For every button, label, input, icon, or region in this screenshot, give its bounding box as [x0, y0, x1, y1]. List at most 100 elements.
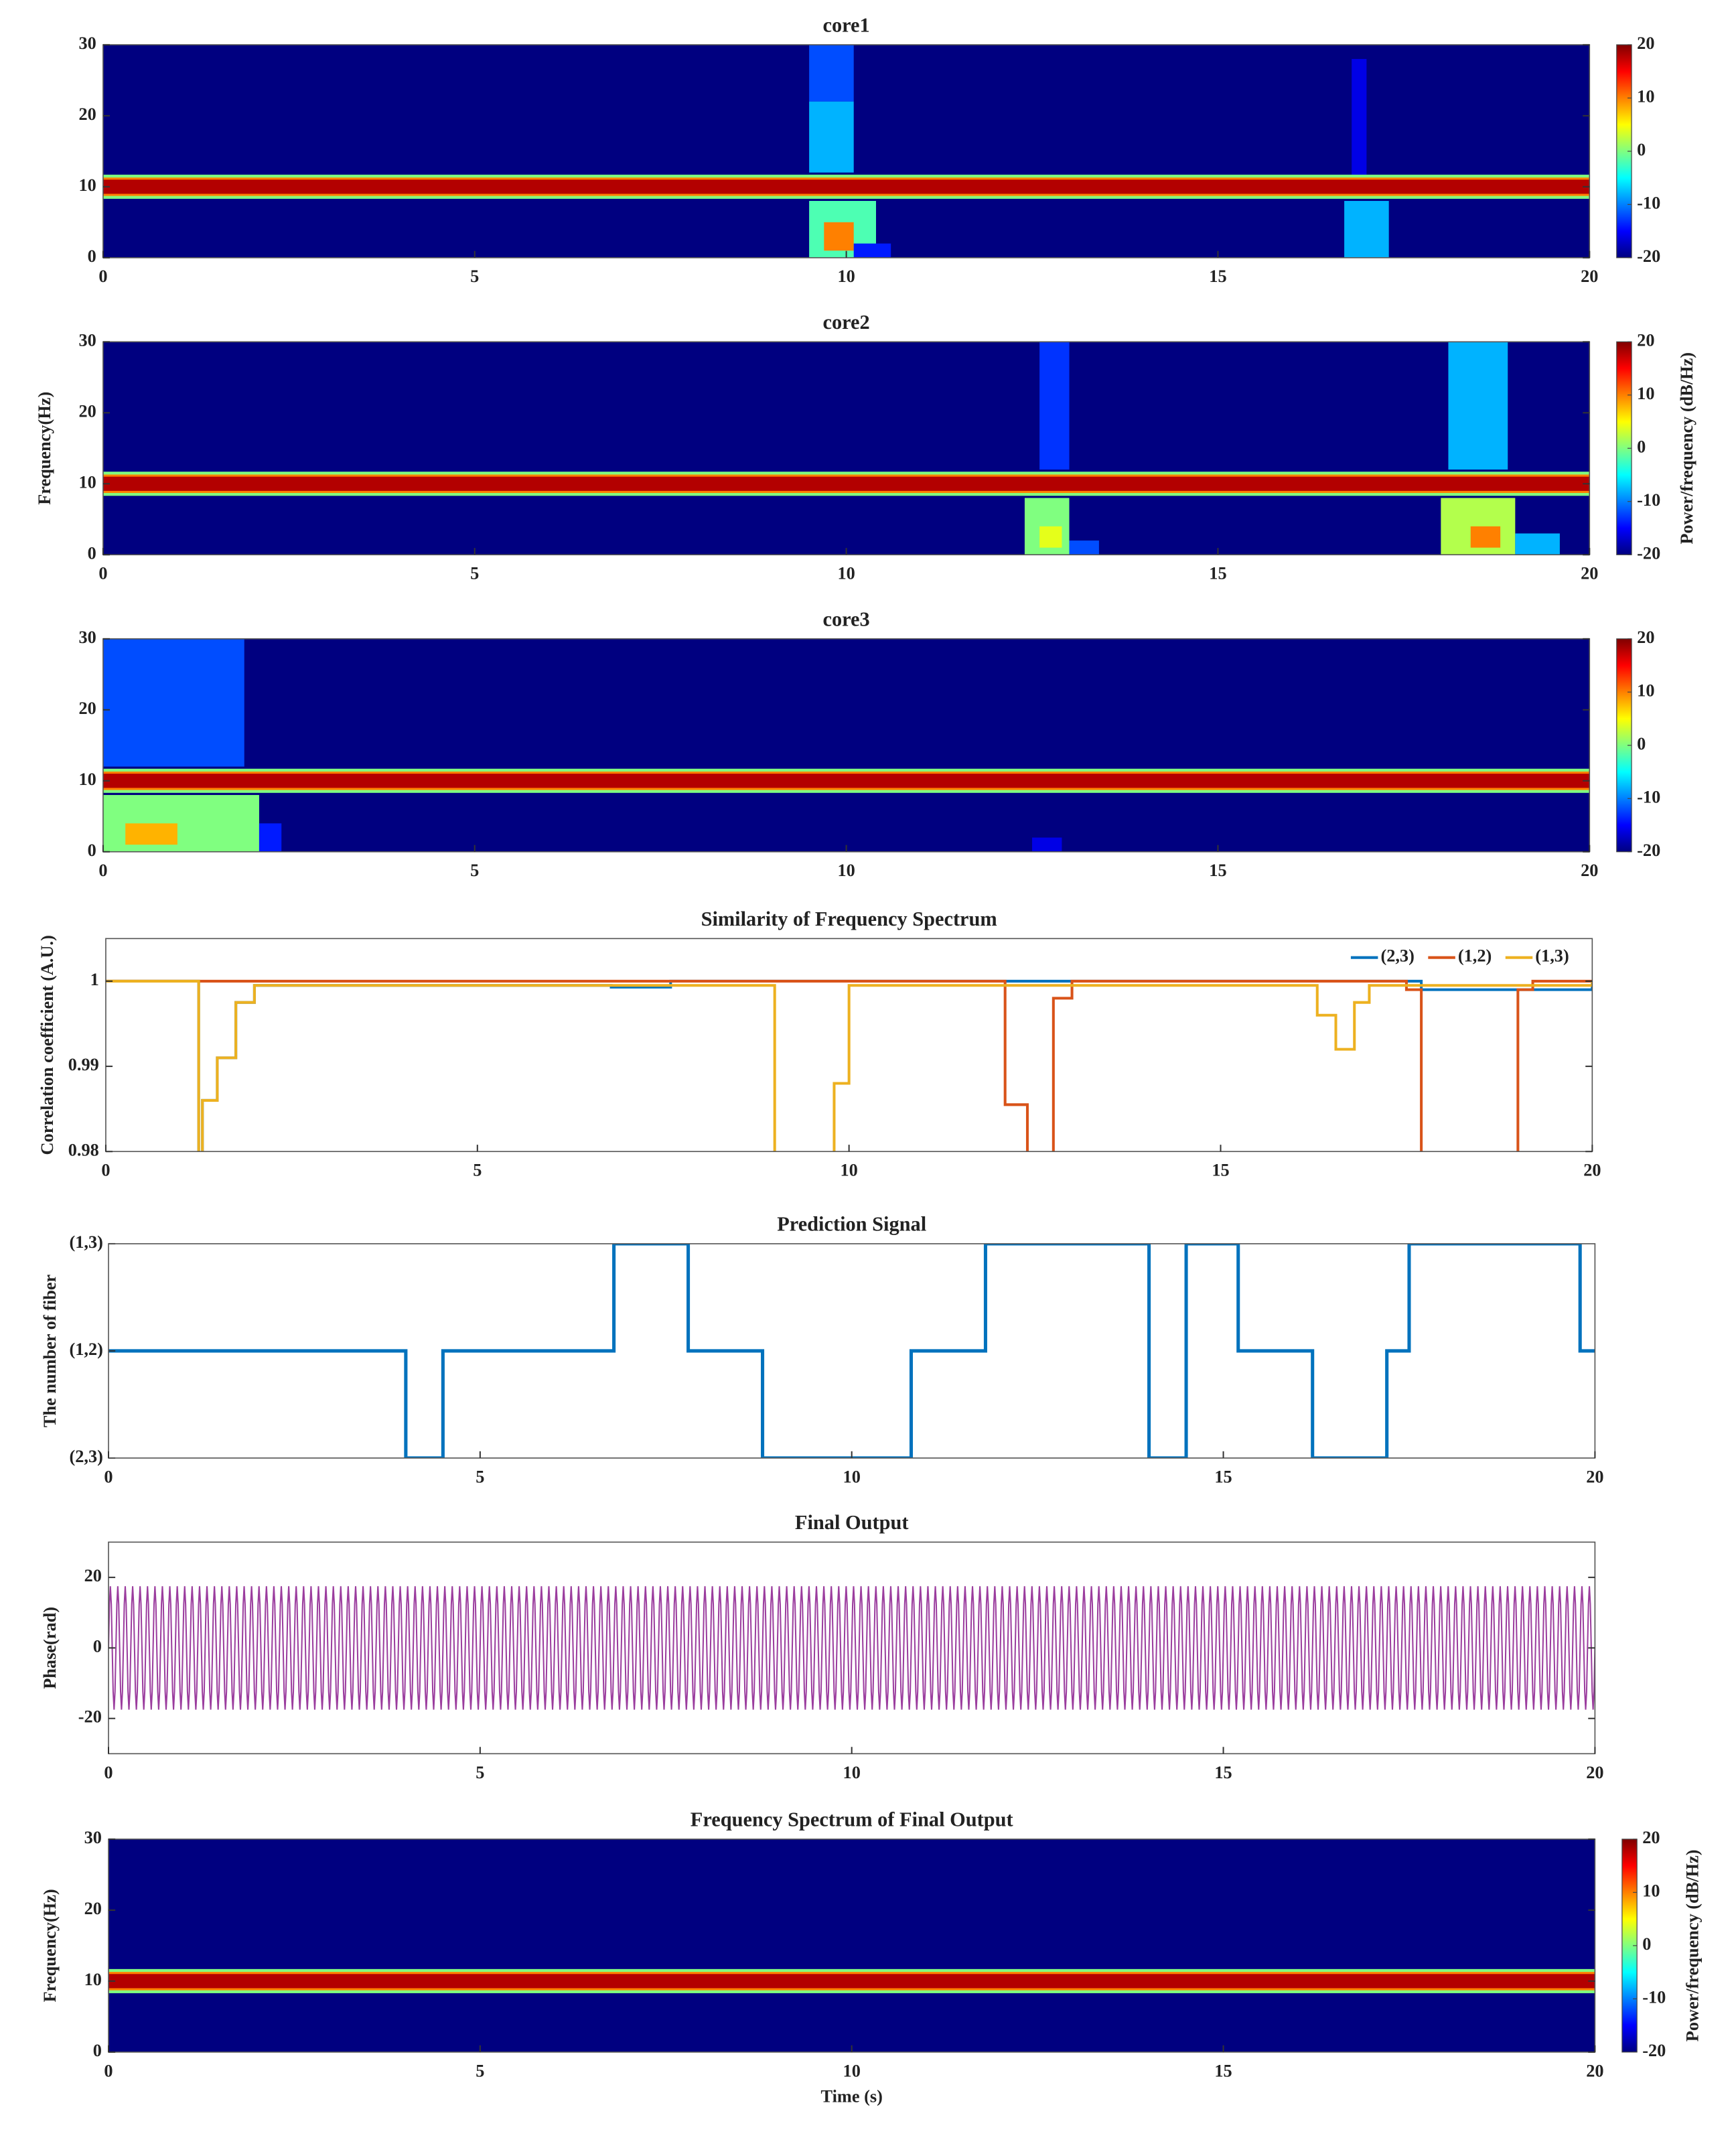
heatmap-cell [259, 823, 282, 852]
heatmap-cell [809, 101, 854, 173]
heatmap-cell [125, 823, 177, 845]
x-tick-label: 20 [1586, 1467, 1603, 1486]
y-tick-label: 0 [88, 246, 96, 266]
colorbar-tick-label: 10 [1642, 1881, 1660, 1900]
heatmap-cell [1039, 526, 1062, 548]
panel-title: core2 [822, 311, 869, 334]
x-tick-label: 10 [843, 1467, 861, 1486]
plot-area [108, 1243, 1595, 1458]
heatmap-cell [1069, 541, 1099, 555]
panel: Frequency Spectrum of Final Output Freque… [40, 1808, 1702, 2106]
heatmap-background [102, 638, 1590, 852]
colorbar-tick-label: 20 [1637, 628, 1654, 647]
y-tick-label: 20 [84, 1566, 102, 1585]
panel-title: Similarity of Frequency Spectrum [701, 908, 997, 930]
heatmap-cell [1470, 526, 1501, 548]
panel: Similarity of Frequency Spectrum Correlat… [38, 908, 1601, 1180]
colorbar-tick-label: -20 [1637, 543, 1660, 563]
y-tick-label: 10 [78, 770, 96, 789]
panel-title: core3 [822, 607, 869, 630]
colorbar-tick-label: 0 [1637, 140, 1646, 159]
heatmap-background [108, 1839, 1595, 2052]
heatmap-cell [102, 774, 1590, 788]
x-tick-label: 10 [843, 1763, 861, 1782]
y-tick-label: (1,2) [69, 1340, 102, 1359]
colorbar-tick-label: -10 [1637, 490, 1660, 510]
y-tick-label: 30 [84, 1828, 102, 1847]
x-tick-label: 10 [837, 861, 855, 880]
colorbar-tick-label: 20 [1642, 1828, 1660, 1847]
colorbar-tick-label: -10 [1637, 193, 1660, 212]
plot-area [102, 342, 1590, 555]
x-axis-label: Time (s) [821, 2087, 883, 2106]
phase-signal [108, 1586, 1595, 1710]
panel: core2 Frequency(Hz) -20 -10 0 10 20 Power/frequ… [35, 311, 1696, 583]
panel: Prediction Signal The number of fiber (2,3… [40, 1213, 1604, 1487]
y-tick-label: 1 [90, 970, 99, 989]
heatmap-cell [1448, 342, 1508, 470]
heatmap-cell [1515, 533, 1560, 555]
y-tick-label: 0 [93, 1636, 102, 1656]
panel-title: Prediction Signal [777, 1213, 926, 1236]
heatmap-cell [1032, 837, 1062, 852]
panel-title: Frequency Spectrum of Final Output [691, 1808, 1013, 1831]
x-tick-label: 10 [837, 564, 855, 583]
y-tick-label: -20 [78, 1707, 102, 1727]
panel-title: core1 [822, 13, 869, 36]
y-axis-label: The number of fiber [40, 1274, 60, 1427]
y-tick-label: 0.98 [68, 1140, 99, 1159]
x-tick-label: 20 [1581, 267, 1598, 286]
x-tick-label: 15 [1214, 2061, 1232, 2080]
x-tick-label: 10 [837, 267, 855, 286]
heatmap-cell [102, 476, 1590, 491]
colorbar-tick-label: -20 [1642, 2041, 1666, 2060]
x-tick-label: 0 [104, 1467, 113, 1486]
heatmap-cell [1344, 201, 1389, 258]
y-tick-label: 20 [78, 699, 96, 718]
heatmap-cell [824, 222, 854, 251]
colorbar-tick-label: 10 [1637, 86, 1654, 106]
y-axis-label: Frequency(Hz) [35, 392, 54, 505]
heatmap-cell [102, 638, 244, 767]
x-tick-label: 5 [470, 564, 479, 583]
x-tick-label: 5 [476, 2061, 484, 2080]
y-tick-label: 30 [78, 33, 96, 53]
colorbar-tick-label: 20 [1637, 330, 1654, 350]
y-tick-label: 20 [84, 1899, 102, 1918]
colorbar-tick-label: -10 [1642, 1987, 1666, 2007]
x-tick-label: 5 [470, 267, 479, 286]
legend-label: (1,3) [1535, 946, 1569, 966]
colorbar-tick-label: 0 [1637, 734, 1646, 753]
panel: Final Output Phase(rad) 0 5 10 15 20 -20 0 20 [40, 1511, 1604, 1782]
y-tick-label: 0.99 [68, 1055, 99, 1074]
x-tick-label: 15 [1214, 1467, 1232, 1486]
x-tick-label: 5 [473, 1161, 482, 1180]
x-tick-label: 0 [98, 861, 107, 880]
colorbar-tick-label: -10 [1637, 787, 1660, 806]
heatmap-cell [1039, 342, 1070, 470]
series-line [105, 979, 1593, 1152]
colorbar-tick-label: 10 [1637, 384, 1654, 403]
heatmap-cell [1352, 59, 1367, 187]
plot-area [102, 44, 1590, 258]
x-tick-label: 5 [476, 1467, 484, 1486]
x-tick-label: 0 [98, 267, 107, 286]
heatmap-cell [853, 243, 891, 258]
colorbar-tick-label: 20 [1637, 33, 1654, 53]
heatmap-cell [809, 44, 854, 102]
x-tick-label: 10 [840, 1161, 857, 1180]
x-tick-label: 15 [1214, 1763, 1232, 1782]
heatmap-background [102, 342, 1590, 555]
y-tick-label: 30 [78, 330, 96, 350]
legend-label: (1,2) [1458, 946, 1492, 966]
plot-area [108, 1839, 1595, 2052]
panel: core3 -20 -10 0 10 20 0 5 10 15 20 0 10 20 30 [78, 607, 1660, 880]
x-tick-label: 15 [1209, 267, 1226, 286]
colorbar-tick-label: 10 [1637, 680, 1654, 700]
x-tick-label: 20 [1581, 861, 1598, 880]
colorbar-tick-label: -20 [1637, 841, 1660, 860]
plot-area [105, 979, 1593, 1152]
x-tick-label: 15 [1209, 564, 1226, 583]
legend-label: (2,3) [1380, 946, 1414, 966]
